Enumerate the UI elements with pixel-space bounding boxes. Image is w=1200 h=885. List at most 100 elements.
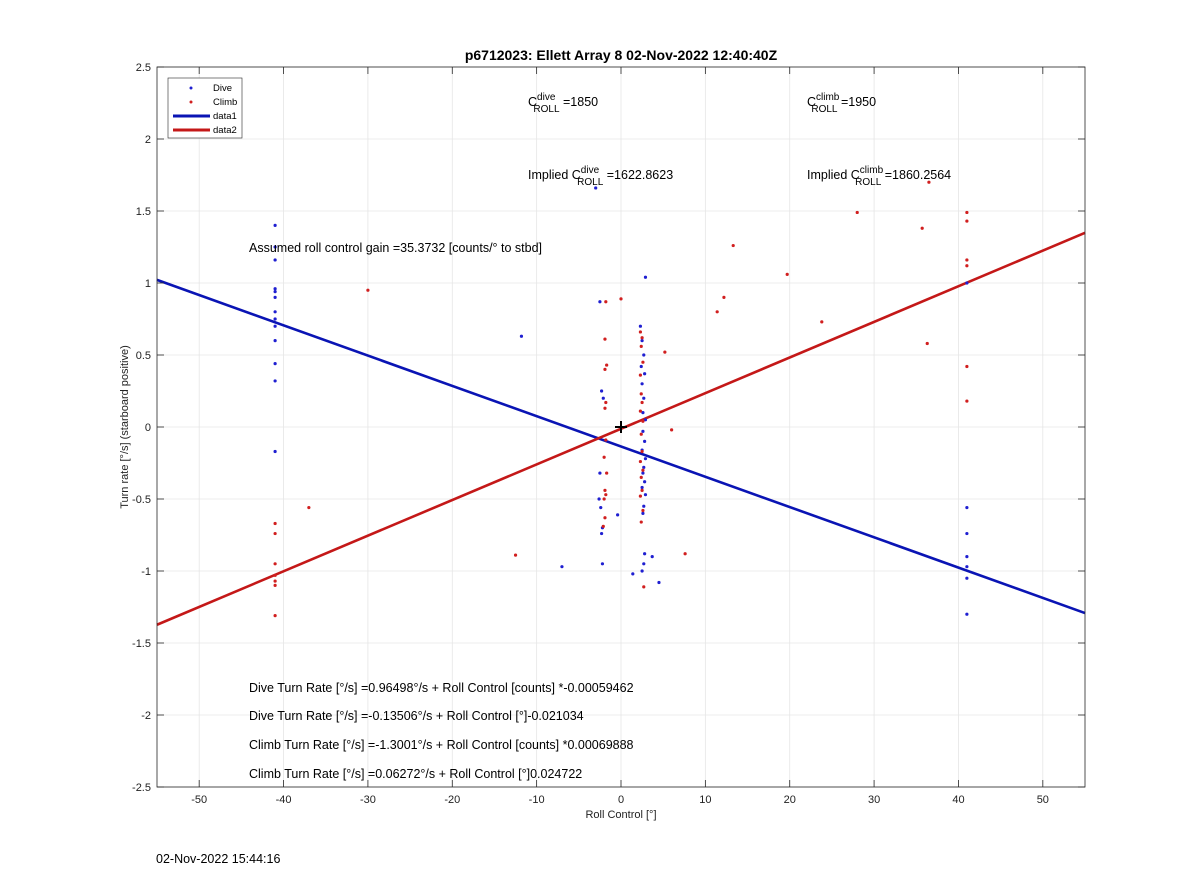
implied-c-roll-climb-annotation: Implied Cclimb ROLL =1860.2564 (807, 165, 951, 188)
dive-degrees-equation: Dive Turn Rate [°/s] =-0.13506°/s + Roll… (249, 709, 584, 723)
climb-point (785, 272, 789, 276)
dive-counts-equation: Dive Turn Rate [°/s] =0.96498°/s + Roll … (249, 681, 634, 695)
climb-point (731, 243, 735, 248)
climb-point (638, 459, 643, 464)
dive-point (273, 362, 277, 366)
climb-point (603, 406, 607, 410)
dive-point (641, 411, 645, 415)
dive-point (598, 300, 602, 304)
climb-point (273, 579, 277, 583)
dive-point (273, 324, 277, 328)
y-tick-label: 1.5 (136, 206, 151, 218)
climb-point (605, 363, 609, 367)
c-roll-dive-annotation: Cdive ROLL =1850 (528, 92, 598, 115)
dive-point (965, 555, 969, 559)
climb-point (965, 210, 969, 215)
y-tick-label: 0.5 (136, 350, 151, 362)
climb-point (722, 295, 726, 299)
climb-degrees-equation: Climb Turn Rate [°/s] =0.06272°/s + Roll… (249, 767, 582, 781)
dive-point (273, 379, 277, 383)
dive-point (642, 504, 646, 508)
climb-point (619, 297, 623, 301)
dive-point (638, 324, 643, 328)
y-tick-label: -2 (141, 710, 151, 722)
c-roll-climb-annotation: Cclimb ROLL =1950 (807, 92, 876, 115)
climb-point (638, 494, 643, 498)
climb-point (602, 455, 606, 459)
climb-counts-equation: Climb Turn Rate [°/s] =-1.3001°/s + Roll… (249, 738, 634, 752)
climb-point (965, 258, 969, 262)
y-tick-label: 2.5 (136, 62, 151, 74)
climb-point (273, 614, 277, 618)
dive-point (643, 552, 647, 556)
data-points (273, 180, 969, 618)
climb-point (641, 419, 645, 423)
dive-point (519, 334, 524, 338)
climb-point (273, 521, 277, 526)
gain-annotation: Assumed roll control gain =35.3732 [coun… (249, 241, 542, 255)
dive-point (641, 511, 645, 515)
dive-point (639, 364, 643, 369)
legend-climb-label: Climb (213, 97, 237, 108)
legend: Dive Climb data1 data2 (167, 77, 243, 139)
climb-point (965, 264, 969, 268)
climb-point (639, 520, 643, 524)
dive-point (273, 258, 277, 262)
climb-point (638, 409, 643, 413)
dive-point (643, 372, 647, 376)
dive-point (273, 223, 277, 227)
dive-point (641, 429, 645, 433)
dive-point (657, 580, 661, 585)
climb-point (965, 399, 969, 403)
dive-point (631, 572, 635, 576)
x-tick-label: 30 (868, 794, 880, 806)
dive-point (640, 569, 644, 573)
legend-climb-marker (189, 100, 193, 104)
x-tick-label: -40 (276, 794, 292, 806)
climb-point (273, 573, 277, 577)
legend-dive-label: Dive (213, 83, 232, 94)
dive-point (616, 513, 620, 517)
x-tick-label: 10 (699, 794, 711, 806)
dive-point (599, 531, 604, 536)
x-tick-label: -50 (191, 794, 207, 806)
climb-point (604, 438, 608, 442)
climb-point (603, 337, 607, 341)
dive-point (965, 612, 969, 616)
climb-point (639, 392, 643, 396)
climb-point (307, 506, 311, 510)
dive-point (650, 555, 654, 559)
climb-point (820, 320, 824, 324)
legend-box (167, 77, 243, 139)
climb-point (639, 475, 643, 479)
y-tick-label: -2.5 (132, 782, 151, 794)
footer-timestamp: 02-Nov-2022 15:44:16 (156, 852, 281, 866)
x-tick-label: 20 (784, 794, 796, 806)
climb-point (640, 449, 644, 454)
dive-point (643, 457, 648, 461)
dive-point (599, 506, 603, 510)
climb-point (273, 531, 277, 536)
dive-point (642, 396, 646, 400)
climb-point (638, 373, 643, 377)
y-tick-label: 2 (145, 134, 151, 146)
dive-point (965, 506, 969, 510)
dive-point (273, 317, 277, 321)
x-axis-ticks: -50 -40 -30 -20 -10 0 10 20 30 40 50 (191, 67, 1049, 806)
x-tick-label: -10 (529, 794, 545, 806)
chart-title: p6712023: Ellett Array 8 02-Nov-2022 12:… (465, 47, 778, 63)
climb-point (604, 300, 608, 304)
climb-point (639, 344, 643, 348)
x-tick-label: -30 (360, 794, 376, 806)
y-tick-label: -1.5 (132, 638, 151, 650)
x-tick-label: 50 (1037, 794, 1049, 806)
dive-point (643, 439, 647, 443)
dive-point (273, 290, 277, 294)
climb-point (639, 432, 643, 436)
dive-point (600, 562, 605, 566)
dive-point (643, 480, 647, 484)
climb-point (642, 585, 646, 589)
dive-point (643, 493, 648, 497)
climb-point (640, 336, 644, 340)
